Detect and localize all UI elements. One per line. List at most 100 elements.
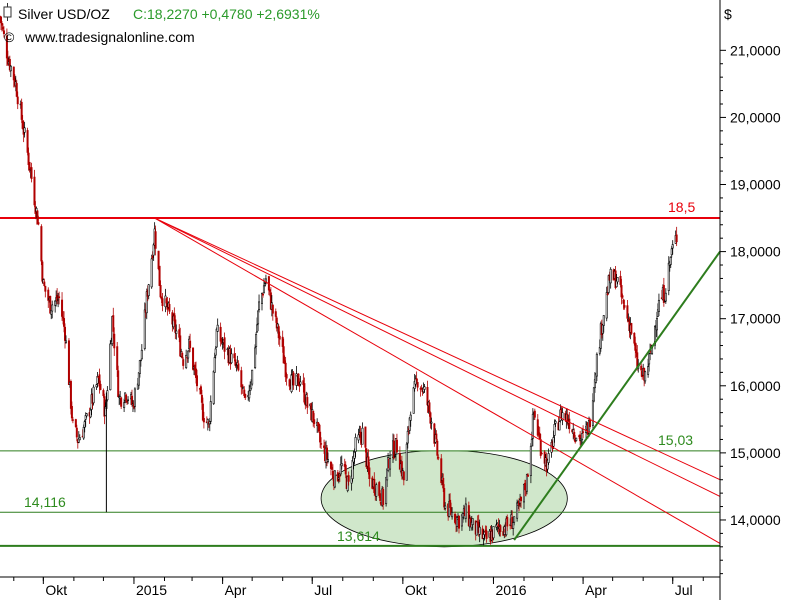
resistance-trendline-2 — [154, 217, 721, 497]
x-tick-label: Okt — [45, 582, 67, 598]
candle — [113, 327, 116, 356]
candle — [216, 318, 219, 332]
candle — [64, 335, 67, 344]
y-axis: 14,0000 15,0000 16,0000 17,0000 18,0000 19,00… — [720, 42, 781, 575]
candle — [464, 497, 467, 523]
candle — [605, 286, 608, 322]
candle — [16, 91, 19, 110]
candle — [626, 300, 629, 323]
candle — [320, 437, 323, 450]
candle — [158, 265, 161, 286]
candle — [364, 426, 367, 453]
candle — [244, 393, 247, 401]
candle — [150, 254, 153, 289]
candle — [230, 348, 233, 364]
candle — [71, 416, 74, 424]
candle — [333, 469, 336, 489]
candle — [285, 372, 288, 386]
candle — [127, 396, 130, 405]
candle — [595, 352, 598, 382]
currency-label: $ — [724, 6, 732, 22]
y-tick: 15,0000 — [720, 445, 781, 508]
candle — [437, 454, 440, 461]
candle — [436, 438, 439, 460]
candle — [478, 519, 481, 543]
candle — [444, 502, 447, 511]
candle — [669, 256, 672, 269]
candle — [75, 424, 78, 442]
candle — [255, 332, 258, 355]
candle — [395, 433, 398, 453]
candle — [175, 324, 178, 340]
candle — [423, 383, 426, 394]
candle — [92, 384, 95, 406]
candle — [112, 307, 115, 339]
candle — [187, 350, 190, 363]
candle — [67, 338, 70, 386]
candle — [675, 226, 678, 247]
candle — [189, 333, 192, 353]
x-tick-label: 2015 — [136, 582, 167, 598]
level-label-14-116: 14,116 — [24, 494, 66, 510]
candle — [143, 302, 146, 351]
candle — [254, 344, 257, 370]
candle — [485, 525, 488, 543]
y-tick-label: 18,0000 — [730, 244, 781, 260]
candle — [117, 365, 120, 398]
candle — [51, 300, 54, 319]
candle — [416, 379, 419, 392]
y-tick-label: 20,0000 — [730, 109, 781, 125]
candle — [389, 451, 392, 477]
y-tick: 20,0000 — [720, 109, 781, 172]
candle — [402, 471, 405, 486]
candle — [471, 518, 474, 531]
candle — [558, 420, 561, 431]
candle — [671, 240, 674, 255]
y-tick: 14,0000 — [720, 512, 781, 575]
candle — [623, 299, 626, 310]
candle — [616, 277, 619, 285]
candle — [37, 215, 40, 226]
candle — [525, 473, 528, 495]
x-tick-label: 2016 — [495, 582, 526, 598]
trendlines-layer — [154, 217, 721, 544]
copyright-icon: © — [4, 29, 15, 45]
candle — [40, 224, 43, 266]
y-tick-label: 19,0000 — [730, 177, 781, 193]
candle — [264, 274, 267, 285]
candle — [23, 121, 26, 138]
candle — [140, 344, 143, 360]
candle — [260, 292, 263, 311]
candle — [147, 283, 150, 300]
candle — [102, 388, 105, 398]
candle — [26, 127, 29, 156]
candle — [526, 473, 529, 477]
candle — [440, 454, 443, 486]
candle — [20, 98, 23, 124]
candle — [74, 418, 77, 429]
candle — [575, 437, 578, 442]
candle — [520, 496, 523, 508]
candle — [368, 461, 371, 487]
candle — [331, 464, 334, 481]
candle — [96, 372, 99, 388]
symbol-name: Silver USD/OZ — [18, 6, 110, 22]
candle — [547, 448, 550, 465]
candle — [457, 515, 460, 534]
candle — [47, 287, 50, 308]
candle — [592, 387, 595, 403]
candle — [168, 297, 171, 314]
candle — [70, 401, 73, 422]
candle — [513, 516, 516, 526]
candle — [182, 357, 185, 370]
y-tick-label: 21,0000 — [730, 42, 781, 58]
y-tick: 16,0000 — [720, 378, 781, 440]
candle — [415, 371, 418, 383]
candle — [582, 425, 585, 438]
support-trendline-4 — [513, 251, 721, 541]
level-label-15-03: 15,03 — [658, 432, 693, 448]
candle — [609, 267, 612, 289]
candle — [109, 339, 112, 391]
x-axis: Okt 2015 Apr Jul Okt 2016 Apr Jul — [13, 577, 704, 598]
candle — [214, 346, 217, 359]
